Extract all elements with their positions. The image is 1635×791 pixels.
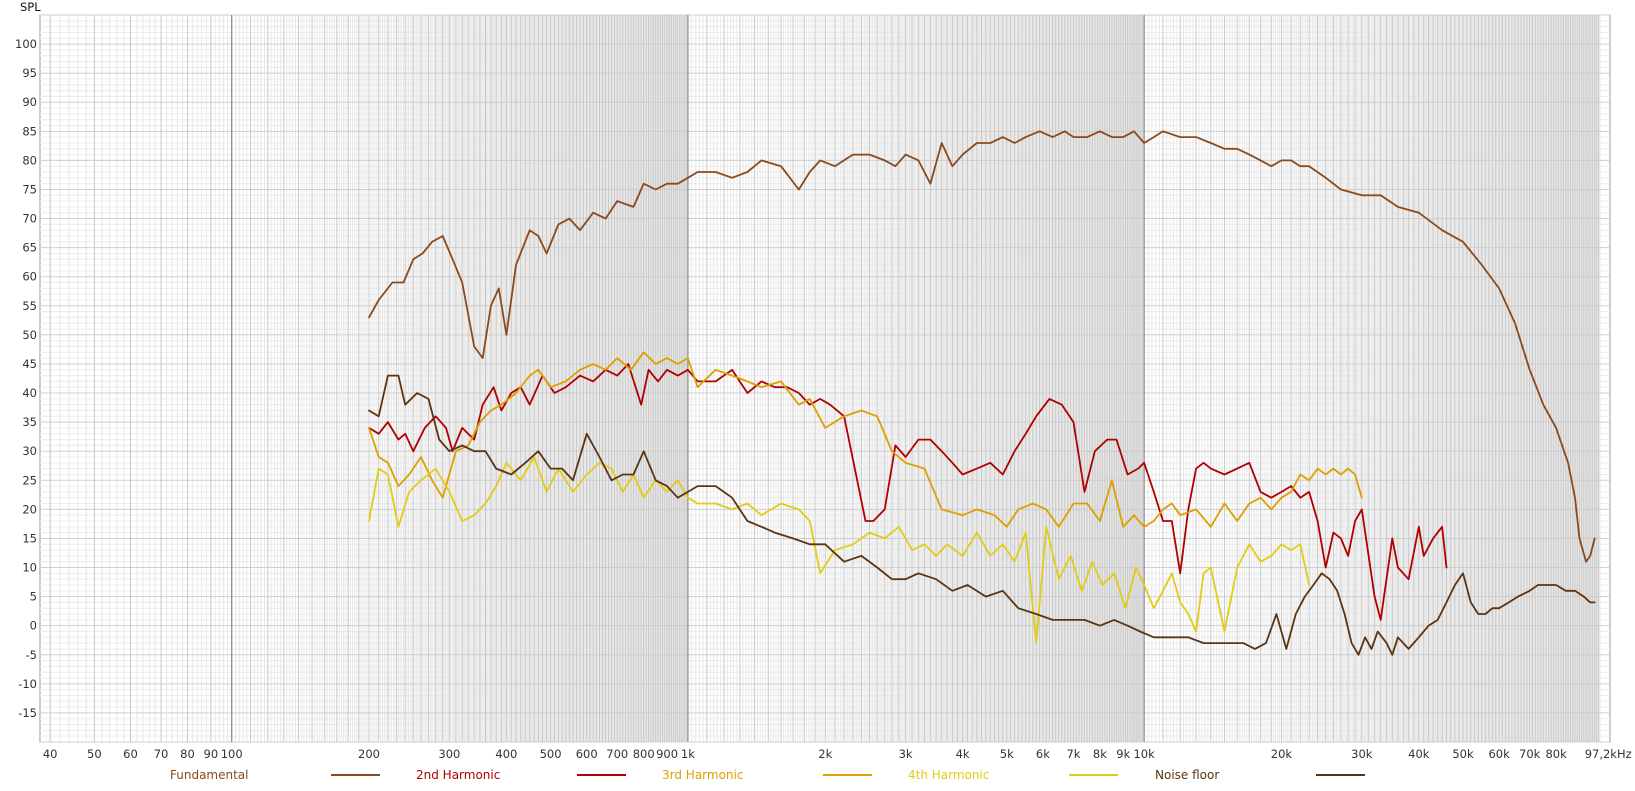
x-tick-label: 200 xyxy=(358,747,380,761)
y-tick-label: -10 xyxy=(18,677,37,691)
x-tick-label: 300 xyxy=(438,747,460,761)
x-tick-label: 6k xyxy=(1036,747,1050,761)
x-tick-label: 40 xyxy=(43,747,58,761)
y-tick-label: 40 xyxy=(22,386,37,400)
x-tick-label: 50 xyxy=(87,747,102,761)
series-layer xyxy=(368,130,1596,656)
y-tick-label: 75 xyxy=(22,182,37,196)
y-tick-label: 35 xyxy=(22,415,37,429)
x-tick-label: 70k xyxy=(1519,747,1541,761)
x-tick-label: 60k xyxy=(1488,747,1510,761)
x-tick-label: 30k xyxy=(1351,747,1373,761)
x-tick-label: 5k xyxy=(1000,747,1014,761)
series-line-4th-harmonic xyxy=(368,456,1310,644)
y-tick-label: 85 xyxy=(22,124,37,138)
y-tick-label: 90 xyxy=(22,95,37,109)
y-axis-title: SPL xyxy=(20,0,41,14)
x-tick-label: 600 xyxy=(576,747,598,761)
x-tick-label: 90 xyxy=(204,747,219,761)
y-tick-label: -5 xyxy=(26,648,37,662)
y-tick-label: 10 xyxy=(22,561,37,575)
y-tick-label: 60 xyxy=(22,270,37,284)
y-tick-label: -15 xyxy=(18,706,37,720)
series-line-3rd-harmonic xyxy=(368,351,1363,528)
y-tick-label: 65 xyxy=(22,241,37,255)
x-tick-label: 20k xyxy=(1271,747,1293,761)
legend-label-fundamental: Fundamental xyxy=(170,768,249,782)
y-tick-label: 55 xyxy=(22,299,37,313)
x-tick-label: 3k xyxy=(899,747,913,761)
y-tick-label: 95 xyxy=(22,66,37,80)
y-tick-label: 20 xyxy=(22,502,37,516)
x-tick-label: 700 xyxy=(606,747,628,761)
y-tick-label: 80 xyxy=(22,153,37,167)
x-tick-label: 800 xyxy=(633,747,655,761)
legend-label-noise-floor: Noise floor xyxy=(1155,768,1219,782)
x-tick-label: 100 xyxy=(221,747,243,761)
legend-label-3rd-harmonic: 3rd Harmonic xyxy=(662,768,743,782)
x-tick-label: 400 xyxy=(495,747,517,761)
y-tick-label: 45 xyxy=(22,357,37,371)
legend: Fundamental 2nd Harmonic 3rd Harmonic 4th H… xyxy=(170,768,1365,782)
series-line-2nd-harmonic xyxy=(368,363,1448,621)
y-tick-label: 30 xyxy=(22,444,37,458)
y-tick-label: 15 xyxy=(22,531,37,545)
y-tick-label: 100 xyxy=(15,37,37,51)
x-tick-label: 40k xyxy=(1408,747,1430,761)
x-tick-label: 500 xyxy=(540,747,562,761)
x-tick-label: 8k xyxy=(1093,747,1107,761)
x-tick-label: 4k xyxy=(956,747,970,761)
x-tick-label: 900 xyxy=(656,747,678,761)
y-tick-label: 25 xyxy=(22,473,37,487)
y-tick-label: 70 xyxy=(22,212,37,226)
x-tick-label: 60 xyxy=(123,747,138,761)
x-tick-label: 70 xyxy=(154,747,169,761)
y-tick-label: 5 xyxy=(30,590,37,604)
legend-label-2nd-harmonic: 2nd Harmonic xyxy=(416,768,500,782)
x-tick-label: 50k xyxy=(1452,747,1474,761)
x-tick-label: 80k xyxy=(1545,747,1567,761)
x-tick-label: 9k xyxy=(1116,747,1130,761)
series-line-noise-floor xyxy=(368,374,1596,656)
y-tick-label: 0 xyxy=(30,619,37,633)
legend-label-4th-harmonic: 4th Harmonic xyxy=(908,768,989,782)
x-axis-labels: 40 50 60 70 80 90 100 200 300 400 500 600 700 800 900 1… xyxy=(43,747,1632,761)
x-tick-label: 80 xyxy=(180,747,195,761)
x-tick-label: 1k xyxy=(681,747,695,761)
x-tick-label: 7k xyxy=(1066,747,1080,761)
y-tick-label: 50 xyxy=(22,328,37,342)
y-axis-labels: 1009590858075706560555045403530252015105… xyxy=(15,37,37,720)
series-line-fundamental xyxy=(368,130,1596,563)
x-tick-label: 2k xyxy=(818,747,832,761)
x-tick-label: 10k xyxy=(1133,747,1155,761)
x-tick-label: 97,2kHz xyxy=(1585,747,1632,761)
